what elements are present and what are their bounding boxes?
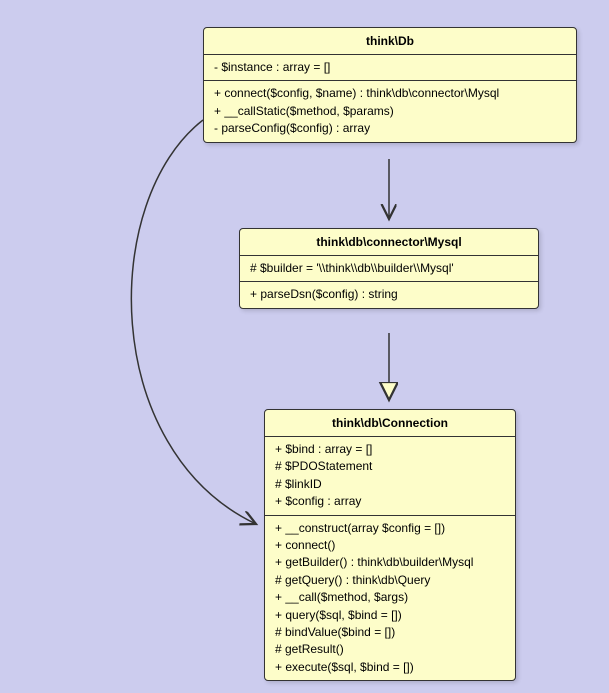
edge-db-to-connection — [131, 120, 256, 524]
class-mysql: think\db\connector\Mysql # $builder = '\… — [239, 228, 539, 309]
method: + __call($method, $args) — [275, 589, 505, 606]
class-title: think\db\connector\Mysql — [240, 229, 538, 256]
attributes-section: - $instance : array = [] — [204, 55, 576, 81]
method: + getBuilder() : think\db\builder\Mysql — [275, 554, 505, 571]
method: + query($sql, $bind = []) — [275, 607, 505, 624]
attribute: # $PDOStatement — [275, 458, 505, 475]
class-title: think\db\Connection — [265, 410, 515, 437]
method: + execute($sql, $bind = []) — [275, 659, 505, 676]
methods-section: + __construct(array $config = []) + conn… — [265, 516, 515, 681]
attribute: + $bind : array = [] — [275, 441, 505, 458]
attribute: + $config : array — [275, 493, 505, 510]
method: + __callStatic($method, $params) — [214, 103, 566, 120]
attribute: # $linkID — [275, 476, 505, 493]
attribute: # $builder = '\\think\\db\\builder\\Mysq… — [250, 260, 528, 277]
class-connection: think\db\Connection + $bind : array = []… — [264, 409, 516, 681]
methods-section: + parseDsn($config) : string — [240, 282, 538, 307]
method: + connect($config, $name) : think\db\con… — [214, 85, 566, 102]
class-db: think\Db - $instance : array = [] + conn… — [203, 27, 577, 143]
method: + __construct(array $config = []) — [275, 520, 505, 537]
attribute: - $instance : array = [] — [214, 59, 566, 76]
attributes-section: + $bind : array = [] # $PDOStatement # $… — [265, 437, 515, 516]
methods-section: + connect($config, $name) : think\db\con… — [204, 81, 576, 141]
method: + connect() — [275, 537, 505, 554]
method: + parseDsn($config) : string — [250, 286, 528, 303]
method: # getQuery() : think\db\Query — [275, 572, 505, 589]
class-title: think\Db — [204, 28, 576, 55]
method: - parseConfig($config) : array — [214, 120, 566, 137]
method: # getResult() — [275, 641, 505, 658]
method: # bindValue($bind = []) — [275, 624, 505, 641]
attributes-section: # $builder = '\\think\\db\\builder\\Mysq… — [240, 256, 538, 282]
